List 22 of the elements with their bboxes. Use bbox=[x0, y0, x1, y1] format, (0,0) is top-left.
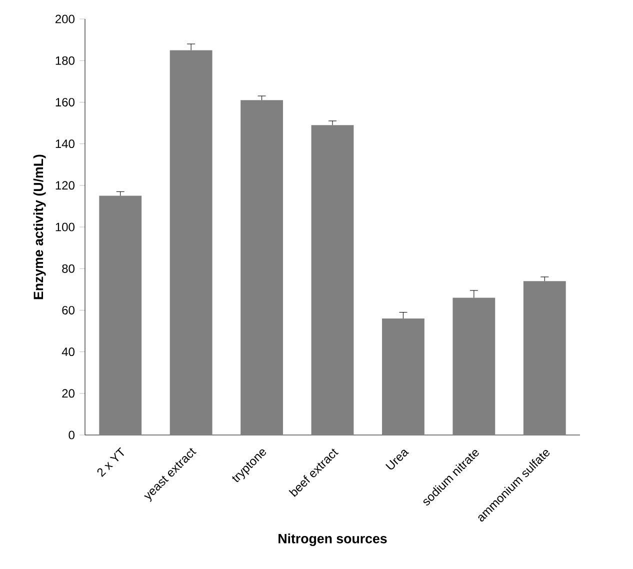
y-tick-label: 20 bbox=[62, 389, 74, 398]
bar bbox=[311, 125, 354, 435]
bar bbox=[452, 298, 496, 435]
bar bbox=[523, 281, 566, 435]
y-tick-label: 60 bbox=[62, 306, 74, 314]
x-tick-label: Urea bbox=[385, 450, 410, 470]
y-tick-label: 120 bbox=[56, 181, 74, 190]
y-tick-label: 180 bbox=[56, 56, 74, 65]
y-tick-label: 100 bbox=[56, 222, 74, 232]
y-tick-label: 40 bbox=[62, 348, 74, 356]
bar bbox=[170, 50, 212, 435]
x-tick-label: 2 x YT bbox=[97, 447, 124, 477]
bar bbox=[240, 100, 283, 435]
y-tick-label: 160 bbox=[56, 98, 74, 106]
bar bbox=[382, 318, 424, 435]
y-tick-label: 80 bbox=[62, 264, 74, 273]
y-axis-title: Enzyme activity (U/mL) bbox=[33, 154, 46, 300]
bar bbox=[99, 196, 142, 435]
y-tick-label: 200 bbox=[56, 14, 74, 24]
y-tick-label: 140 bbox=[56, 140, 74, 148]
x-axis-title: Nitrogen sources bbox=[278, 534, 387, 546]
y-tick-label: 0 bbox=[68, 430, 74, 440]
